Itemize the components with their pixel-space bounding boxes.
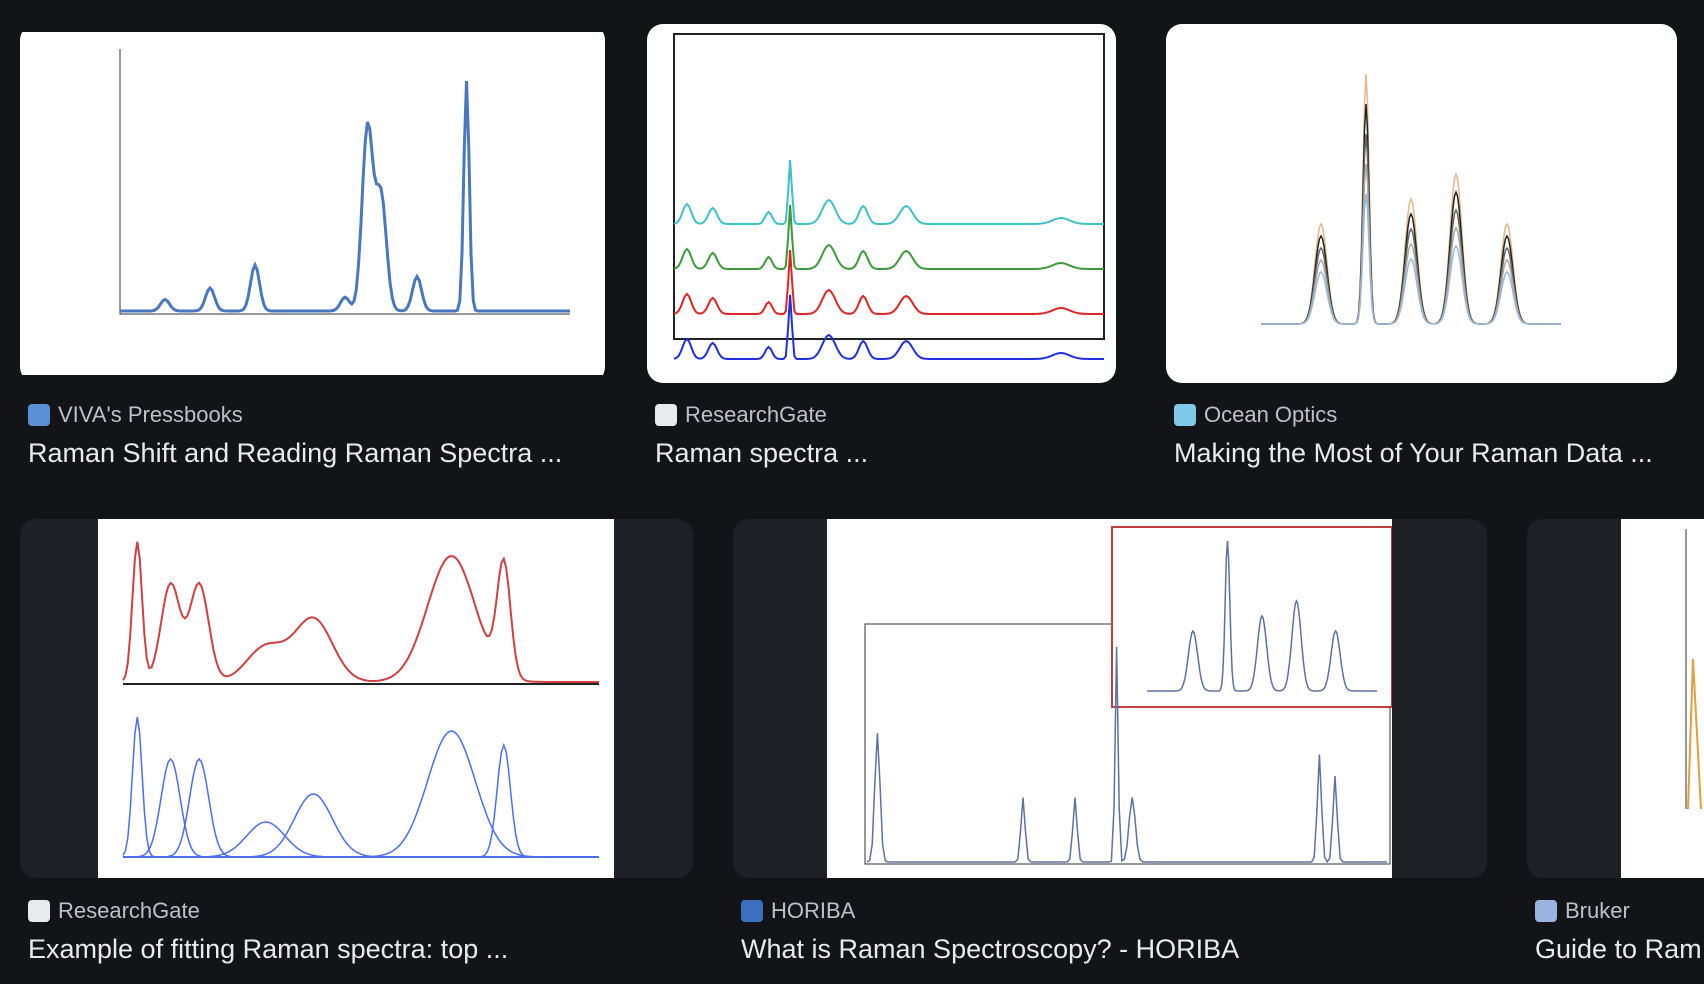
source-name: HORIBA xyxy=(771,898,856,923)
thumbnail-image xyxy=(98,519,614,878)
result-source[interactable]: VIVA's Pressbooks xyxy=(28,402,243,428)
result-thumbnail[interactable] xyxy=(733,519,1487,878)
result-thumbnail[interactable] xyxy=(647,24,1116,383)
result-source[interactable]: HORIBA xyxy=(741,898,855,924)
source-name: ResearchGate xyxy=(685,402,827,427)
source-name: Bruker xyxy=(1565,898,1630,923)
result-thumbnail[interactable] xyxy=(1166,24,1677,383)
thumbnail-image xyxy=(1166,24,1677,383)
source-icon xyxy=(28,404,50,426)
source-icon xyxy=(28,900,50,922)
source-icon xyxy=(741,900,763,922)
result-title[interactable]: Making the Most of Your Raman Data ... xyxy=(1174,438,1653,468)
result-thumbnail[interactable] xyxy=(1527,519,1704,878)
thumbnail-image xyxy=(827,519,1392,878)
source-name: Ocean Optics xyxy=(1204,402,1338,427)
result-title[interactable]: Raman Shift and Reading Raman Spectra ..… xyxy=(28,438,563,468)
result-thumbnail[interactable] xyxy=(20,24,605,383)
result-title[interactable]: Raman spectra ... xyxy=(655,438,869,468)
result-title[interactable]: Example of fitting Raman spectra: top ..… xyxy=(28,934,509,964)
thumbnail-image xyxy=(647,24,1116,383)
result-source[interactable]: Bruker xyxy=(1535,898,1630,924)
source-icon xyxy=(655,404,677,426)
result-title[interactable]: What is Raman Spectroscopy? - HORIBA xyxy=(741,934,1240,964)
result-thumbnail[interactable] xyxy=(20,519,693,878)
result-source[interactable]: Ocean Optics xyxy=(1174,402,1337,428)
source-icon xyxy=(1174,404,1196,426)
result-source[interactable]: ResearchGate xyxy=(28,898,200,924)
result-title[interactable]: Guide to Ram xyxy=(1535,934,1702,964)
source-name: VIVA's Pressbooks xyxy=(58,402,243,427)
source-name: ResearchGate xyxy=(58,898,200,923)
thumbnail-image xyxy=(1621,519,1704,878)
thumbnail-image xyxy=(20,32,605,375)
source-icon xyxy=(1535,900,1557,922)
result-source[interactable]: ResearchGate xyxy=(655,402,827,428)
